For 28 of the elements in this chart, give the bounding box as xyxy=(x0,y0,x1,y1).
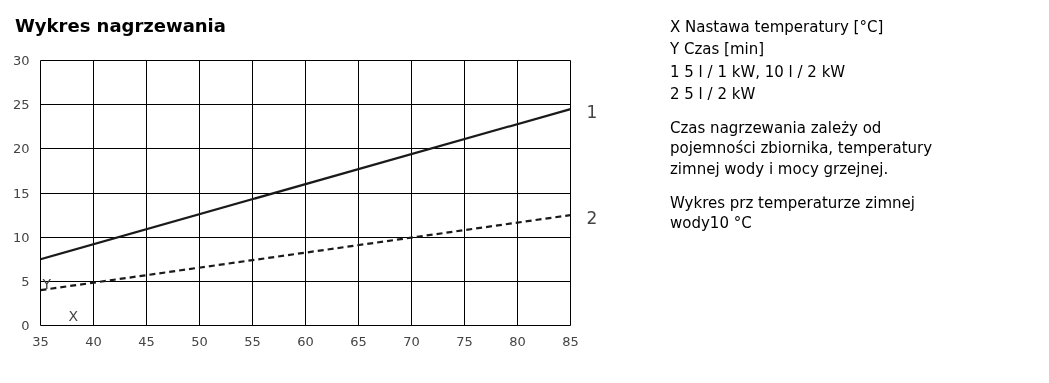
text: X Nastawa temperatury [°C] xyxy=(670,17,885,38)
y-tick-label: 25 xyxy=(12,97,30,113)
y-tick-label: 20 xyxy=(12,141,30,157)
x-tick-label: 80 xyxy=(509,333,526,349)
text: Y Czas [min] xyxy=(670,39,766,60)
x-tick-label: 65 xyxy=(350,333,367,349)
x-tick-label: 60 xyxy=(297,333,314,349)
text: Czas nagrzewania zależy od pojemności zbiornika, temperatury zimnej wody i mocy grzejnej. xyxy=(670,118,934,179)
x-tick-label: 35 xyxy=(32,333,49,349)
x-tick-label: 50 xyxy=(191,333,208,349)
x-axis-title: X xyxy=(68,307,79,324)
x-tick-label: 55 xyxy=(244,333,261,349)
y-tick-label: 0 xyxy=(21,318,30,333)
y-tick-label: 15 xyxy=(12,185,30,201)
text: 1 5 l / 1 kW, 10 l / 2 kW xyxy=(670,61,847,82)
series-label: 1 xyxy=(586,101,598,122)
x-tick-label: 40 xyxy=(85,333,102,349)
x-tick-label: 45 xyxy=(138,333,155,349)
chart-title: Wykres nagrzewania xyxy=(15,14,226,38)
x-tick-label: 70 xyxy=(403,333,420,349)
text: 2 5 l / 2 kW xyxy=(670,83,757,104)
text: Wykres prz temperaturze zimnej wody10 °C xyxy=(670,192,916,234)
series-label: 2 xyxy=(586,207,598,228)
y-tick-label: 5 xyxy=(21,273,30,289)
x-tick-label: 75 xyxy=(456,333,473,349)
y-tick-label: 30 xyxy=(12,53,30,68)
x-tick-label: 85 xyxy=(562,333,579,349)
y-tick-label: 10 xyxy=(12,229,30,245)
